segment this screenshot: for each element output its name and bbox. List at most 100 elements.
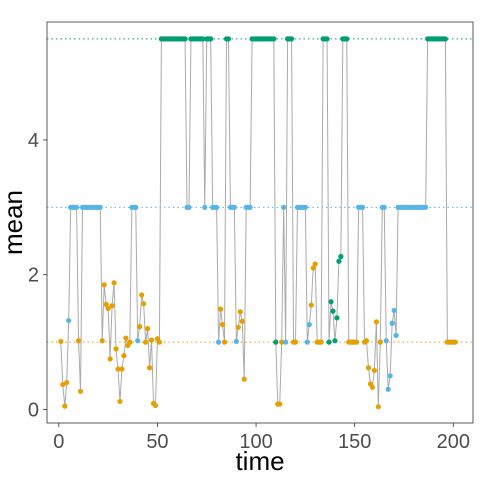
data-point: [271, 36, 277, 42]
data-point: [115, 366, 121, 372]
data-point: [208, 36, 214, 42]
y-axis-ticks: 0 2 4: [28, 130, 47, 422]
data-point: [202, 204, 208, 210]
data-point: [121, 353, 127, 359]
data-point: [452, 339, 458, 345]
data-point: [288, 36, 295, 42]
data-point: [77, 388, 84, 394]
data-point: [113, 346, 119, 352]
data-point: [310, 265, 316, 271]
data-point: [152, 402, 159, 409]
data-point: [144, 326, 151, 332]
x-tick-label: 100: [239, 431, 272, 453]
data-point: [277, 401, 283, 407]
data-point: [292, 339, 299, 345]
data-point: [389, 320, 395, 326]
data-point: [373, 319, 379, 325]
data-point: [127, 339, 133, 345]
data-point: [334, 315, 340, 321]
data-point: [393, 332, 399, 338]
data-point: [143, 339, 149, 345]
data-point: [241, 376, 247, 382]
data-point: [283, 339, 289, 345]
data-point: [105, 305, 111, 312]
data-point: [369, 384, 376, 390]
y-tick-label: 2: [28, 265, 39, 287]
data-point: [62, 403, 68, 409]
data-point: [328, 299, 334, 305]
data-point: [217, 306, 224, 312]
data-point: [117, 398, 123, 405]
data-point: [221, 339, 228, 345]
data-point: [326, 339, 332, 345]
data-point: [239, 318, 245, 324]
data-point: [377, 339, 383, 345]
data-point: [231, 204, 237, 210]
data-point: [375, 404, 381, 410]
y-tick-label: 0: [28, 400, 39, 422]
x-axis-ticks: 0 50 100 150 200: [53, 423, 470, 453]
data-point: [235, 324, 241, 330]
data-point: [141, 301, 147, 307]
data-point: [148, 337, 155, 343]
data-point: [233, 338, 239, 345]
data-point: [330, 308, 336, 314]
data-point: [58, 338, 64, 345]
x-tick-label: 50: [146, 431, 168, 453]
data-point: [273, 339, 279, 345]
y-axis-title: mean: [0, 190, 28, 255]
data-point: [64, 379, 70, 386]
data-points: [58, 36, 458, 410]
data-point: [137, 324, 143, 330]
data-point: [423, 204, 429, 210]
data-point: [318, 339, 324, 345]
data-point: [338, 253, 344, 260]
data-point: [186, 204, 192, 210]
data-point: [66, 317, 72, 324]
data-point: [97, 204, 103, 210]
data-point: [336, 258, 342, 264]
panel-border: [46, 21, 474, 424]
data-point: [281, 204, 287, 210]
x-tick-label: 150: [338, 431, 371, 453]
data-point: [215, 339, 222, 345]
data-point: [146, 365, 153, 371]
data-point: [111, 280, 117, 286]
data-point: [103, 301, 109, 307]
data-point: [200, 36, 206, 42]
data-point: [214, 204, 220, 210]
data-point: [156, 339, 163, 345]
data-point: [73, 204, 80, 210]
data-point: [133, 204, 139, 210]
data-point: [75, 338, 82, 344]
data-point: [442, 36, 448, 42]
data-point: [387, 373, 393, 379]
data-point: [354, 339, 360, 345]
data-point: [219, 322, 226, 328]
y-tick-label: 4: [28, 130, 39, 152]
data-point: [312, 261, 318, 267]
data-point: [279, 339, 285, 345]
data-point: [385, 386, 391, 392]
data-point: [383, 338, 389, 344]
data-point: [119, 366, 125, 372]
data-point: [139, 292, 145, 298]
data-point: [99, 338, 105, 344]
data-point: [237, 309, 243, 315]
data-point: [332, 338, 338, 344]
data-point: [182, 36, 188, 42]
data-point: [371, 367, 377, 374]
data-point: [109, 303, 115, 309]
data-point: [101, 282, 107, 288]
data-point: [225, 36, 232, 42]
data-point: [381, 204, 387, 210]
data-point: [304, 339, 310, 345]
data-point: [306, 322, 312, 328]
data-point: [324, 36, 330, 42]
data-point: [365, 365, 372, 371]
data-point: [363, 338, 370, 344]
data-point: [123, 335, 129, 341]
data-point: [302, 204, 308, 210]
